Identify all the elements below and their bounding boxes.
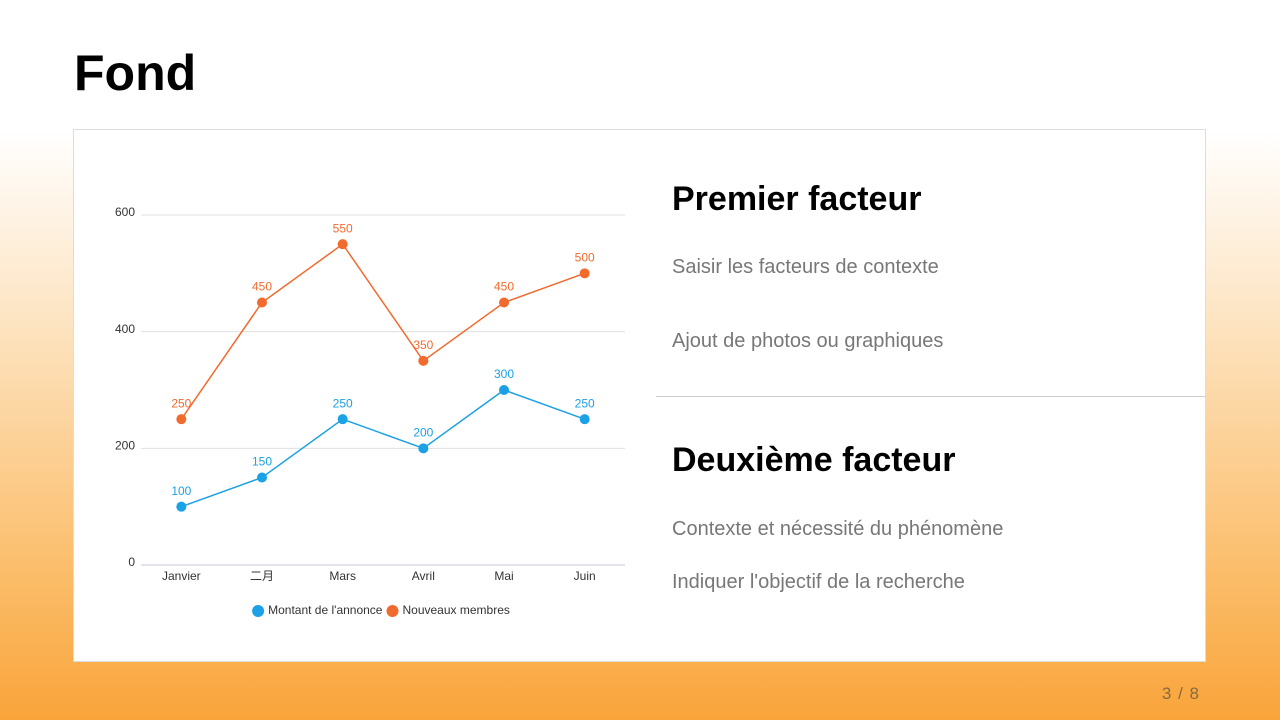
point — [418, 355, 429, 366]
section: Premier facteur Saisir les facteurs de c… — [672, 180, 1192, 352]
y-tick-label: 200 — [115, 439, 135, 453]
x-tick-label: Avril — [412, 569, 435, 583]
data-label: 500 — [575, 251, 595, 265]
data-label: 450 — [252, 280, 272, 294]
point — [257, 472, 267, 483]
legend-label: Montant de l'annonce — [268, 603, 383, 617]
section-item: Indiquer l'objectif de la recherche — [672, 571, 965, 593]
x-tick-label: Janvier — [162, 569, 201, 583]
legend-marker — [386, 605, 399, 617]
section-item: Saisir les facteurs de contexte — [672, 256, 939, 278]
x-tick-label: 二月 — [250, 569, 274, 583]
point — [418, 443, 429, 454]
y-tick-label: 600 — [115, 205, 135, 219]
point — [257, 297, 267, 308]
data-label: 250 — [575, 396, 595, 410]
point — [337, 414, 348, 425]
point — [499, 385, 509, 395]
slide-title: Fond — [74, 45, 197, 101]
data-label: 550 — [333, 221, 353, 235]
data-label: 300 — [494, 367, 514, 381]
divider — [656, 396, 1205, 397]
y-tick-label: 400 — [115, 322, 135, 336]
page-number: 3 / 8 — [1161, 684, 1200, 703]
data-label: 100 — [171, 484, 191, 498]
data-label: 250 — [333, 396, 353, 410]
section-heading: Deuxième facteur — [672, 441, 956, 479]
x-tick-label: Juin — [574, 569, 596, 583]
point — [176, 501, 187, 512]
data-label: 250 — [171, 396, 191, 410]
data-label: 350 — [413, 338, 433, 352]
point — [579, 414, 590, 425]
legend-marker — [252, 605, 265, 617]
point — [579, 268, 590, 279]
y-tick-label: 0 — [128, 555, 135, 569]
chart: 0 200 400 600 Janvier 二月 Mars Avril Mai Juin 100 15… — [115, 205, 625, 617]
data-label: 450 — [494, 280, 514, 294]
panel: 0 200 400 600 Janvier 二月 Mars Avril Mai Juin 100 15… — [73, 129, 1206, 662]
x-tick-label: Mai — [494, 569, 513, 583]
legend-label: Nouveaux membres — [402, 603, 509, 617]
data-label: 200 — [413, 426, 433, 440]
data-label: 150 — [252, 455, 272, 469]
point — [176, 414, 187, 425]
section: Deuxième facteur Contexte et nécessité d… — [672, 441, 1192, 593]
section-heading: Premier facteur — [672, 180, 922, 218]
series-line — [181, 389, 585, 508]
x-tick-label: Mars — [329, 569, 356, 583]
series-line — [180, 243, 585, 420]
point — [337, 239, 348, 250]
point — [499, 297, 509, 308]
section-item: Contexte et nécessité du phénomène — [672, 518, 1004, 540]
section-item: Ajout de photos ou graphiques — [672, 330, 944, 352]
